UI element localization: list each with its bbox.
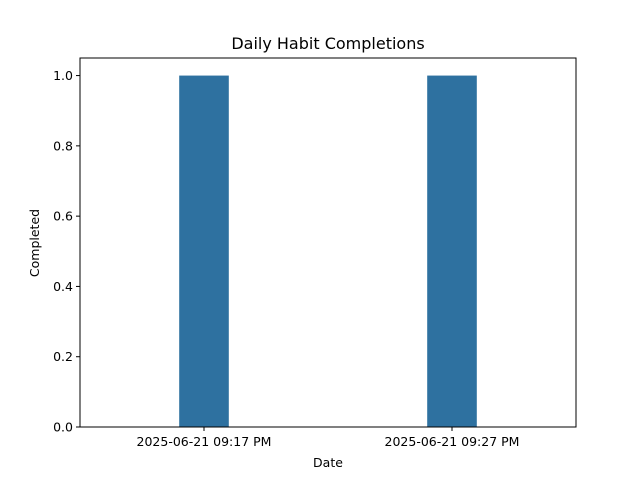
bars-group	[179, 75, 477, 428]
y-axis: 0.0 0.2 0.4 0.6 0.8 1.0	[53, 68, 80, 435]
bar-1	[427, 75, 477, 428]
y-axis-label: Completed	[27, 209, 42, 277]
y-tick-label: 0.4	[53, 279, 73, 294]
x-tick-label: 2025-06-21 09:27 PM	[385, 434, 520, 449]
bar-0	[179, 75, 229, 428]
y-tick-label: 0.6	[53, 209, 73, 224]
y-tick-label: 0.8	[53, 138, 73, 153]
y-tick-label: 0.0	[53, 420, 73, 435]
plot-area-frame	[79, 57, 577, 428]
chart-title: Daily Habit Completions	[231, 34, 424, 53]
x-axis: 2025-06-21 09:17 PM 2025-06-21 09:27 PM	[137, 427, 520, 449]
x-tick-label: 2025-06-21 09:17 PM	[137, 434, 272, 449]
y-tick-label: 1.0	[53, 68, 73, 83]
x-axis-label: Date	[313, 455, 343, 470]
y-tick-label: 0.2	[53, 349, 73, 364]
